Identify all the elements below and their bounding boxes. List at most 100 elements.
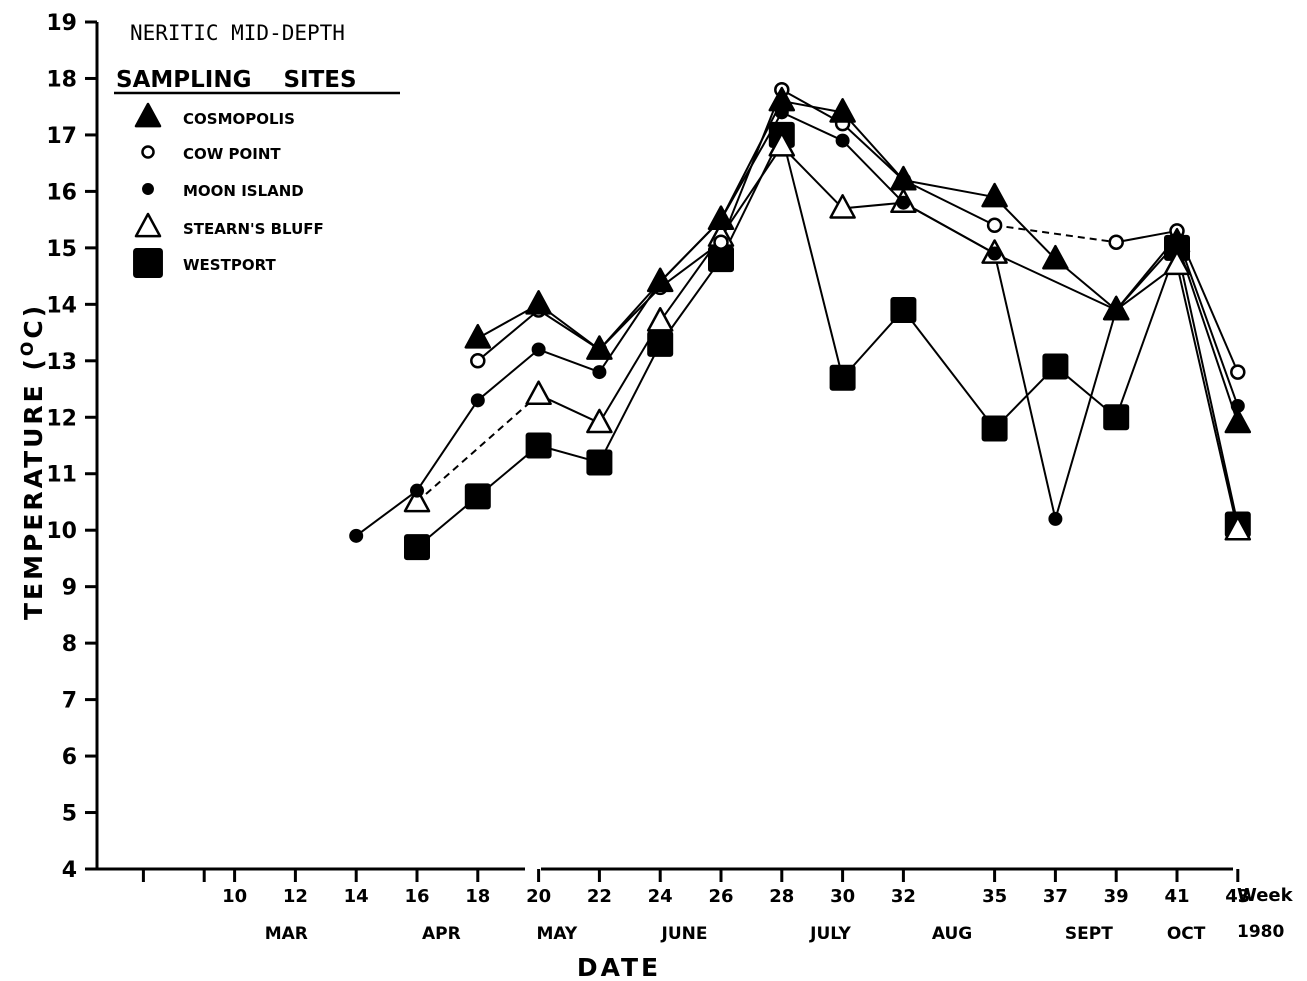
y-tick-label: 7 — [62, 689, 77, 714]
x-tick-label: 35 — [982, 886, 1007, 907]
marker-triangle — [648, 308, 672, 330]
legend-label: COSMOPOLIS — [183, 110, 295, 128]
x-axis-title: DATE — [577, 953, 661, 981]
x-month-label: MAR — [265, 924, 308, 944]
marker-square — [404, 534, 430, 560]
x-month-label: JUNE — [661, 924, 708, 944]
x-tick-label: 39 — [1104, 886, 1129, 907]
marker-triangle — [136, 214, 160, 236]
legend-label: COW POINT — [183, 145, 281, 163]
y-tick-label: 17 — [46, 124, 77, 149]
series-line-segment — [782, 135, 843, 378]
legend-label: WESTPORT — [183, 256, 276, 274]
x-month-label: APR — [422, 924, 461, 944]
marker-square — [708, 246, 734, 272]
x-axis: 10 12 14 16 18 20 22 24 26 28 30 32 35 37 39 41 43 MAR APR… — [97, 869, 1250, 944]
x-tick-label: 14 — [344, 886, 369, 907]
x-tick-label: 30 — [830, 886, 855, 907]
marker-circle — [532, 343, 546, 357]
marker-circle — [836, 134, 850, 148]
series-line-segment — [995, 254, 1056, 519]
series-line-segment — [903, 310, 994, 429]
marker-circle-open — [1231, 366, 1244, 379]
marker-circle-open — [142, 146, 153, 157]
marker-triangle — [1226, 410, 1250, 432]
y-tick-label: 12 — [46, 406, 77, 431]
y-axis-title-unit: C) — [19, 303, 48, 339]
x-month-label: MAY — [536, 924, 577, 944]
x-tick-label: 10 — [222, 886, 247, 907]
marker-square — [1042, 353, 1068, 379]
marker-circle — [471, 393, 485, 407]
x-tick-label: 32 — [891, 886, 916, 907]
y-tick-label: 9 — [62, 576, 77, 601]
legend-title: SAMPLING SITES — [116, 67, 357, 93]
marker-square — [830, 365, 856, 391]
x-tick-label: 37 — [1043, 886, 1068, 907]
series-line-segment — [599, 344, 660, 463]
x-tick-label: 41 — [1164, 886, 1189, 907]
marker-triangle — [527, 291, 551, 313]
series-line-segment — [356, 491, 417, 536]
series-line-segment — [903, 180, 994, 197]
y-tick-label: 13 — [46, 350, 77, 375]
y-tick-label: 8 — [62, 632, 77, 657]
marker-circle — [1048, 512, 1062, 526]
legend-label: STEARN'S BLUFF — [183, 220, 324, 238]
marker-circle — [592, 365, 606, 379]
marker-square — [647, 331, 673, 357]
y-axis-title-main: TEMPERATURE ( — [19, 356, 48, 620]
marker-triangle — [709, 207, 733, 229]
series-line-segment — [478, 310, 539, 361]
x-month-label: OCT — [1167, 924, 1206, 944]
marker-circle-open — [1110, 236, 1123, 249]
y-tick-label: 5 — [62, 802, 77, 827]
marker-square — [890, 297, 916, 323]
marker-circle — [410, 484, 424, 498]
y-axis-title: TEMPERATURE (OC) — [18, 303, 48, 620]
marker-circle — [896, 196, 910, 210]
x-tick-label: 26 — [708, 886, 733, 907]
y-tick-label: 11 — [46, 463, 77, 488]
y-tick-label: 15 — [46, 237, 77, 262]
x-tick-label: 22 — [587, 886, 612, 907]
series-line-segment — [721, 90, 782, 242]
marker-triangle — [527, 382, 551, 404]
series-line-segment — [903, 203, 994, 254]
x-tick-label: 28 — [769, 886, 794, 907]
series-line-segment — [903, 180, 994, 225]
marker-square — [133, 248, 163, 278]
x-tick-label: 16 — [404, 886, 429, 907]
plot-markers — [349, 83, 1251, 560]
series-line-segment — [417, 400, 478, 490]
marker-circle-open — [471, 354, 484, 367]
marker-square — [1103, 404, 1129, 430]
y-axis: 45678910111213141516171819 — [46, 11, 97, 883]
legend-label: MOON ISLAND — [183, 182, 304, 200]
series-line-segment — [1177, 248, 1238, 525]
marker-circle-open — [988, 219, 1001, 232]
x-tick-label: 18 — [465, 886, 490, 907]
x-tick-label: 24 — [648, 886, 673, 907]
x-year-label: 1980 — [1237, 922, 1284, 942]
x-tick-label: 20 — [526, 886, 551, 907]
x-month-label: SEPT — [1065, 924, 1113, 944]
y-tick-label: 19 — [46, 11, 77, 36]
series-line-segment — [478, 350, 539, 401]
marker-square — [982, 416, 1008, 442]
svg-text:TEMPERATURE (OC): TEMPERATURE (OC) — [18, 303, 48, 620]
chart-title: NERITIC MID-DEPTH — [130, 21, 345, 45]
y-tick-label: 10 — [46, 519, 77, 544]
marker-circle — [988, 247, 1002, 261]
marker-triangle — [136, 104, 160, 126]
marker-circle — [142, 183, 154, 195]
series-line-segment — [995, 225, 1117, 242]
marker-square — [465, 483, 491, 509]
y-tick-label: 4 — [62, 858, 77, 883]
x-week-label: Week — [1237, 885, 1294, 906]
y-tick-label: 16 — [46, 180, 77, 205]
y-axis-title-degree: O — [18, 339, 38, 356]
y-tick-label: 14 — [46, 293, 77, 318]
marker-triangle — [466, 325, 490, 347]
